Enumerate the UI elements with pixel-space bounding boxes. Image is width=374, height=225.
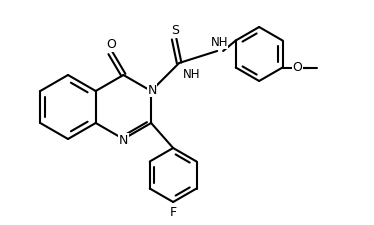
Text: F: F: [169, 205, 177, 218]
Text: NH: NH: [211, 36, 228, 49]
Text: O: O: [107, 38, 116, 52]
Text: O: O: [292, 61, 303, 74]
Text: N: N: [119, 133, 128, 146]
Text: NH: NH: [183, 68, 200, 81]
Text: S: S: [171, 25, 179, 38]
Text: N: N: [147, 83, 157, 97]
